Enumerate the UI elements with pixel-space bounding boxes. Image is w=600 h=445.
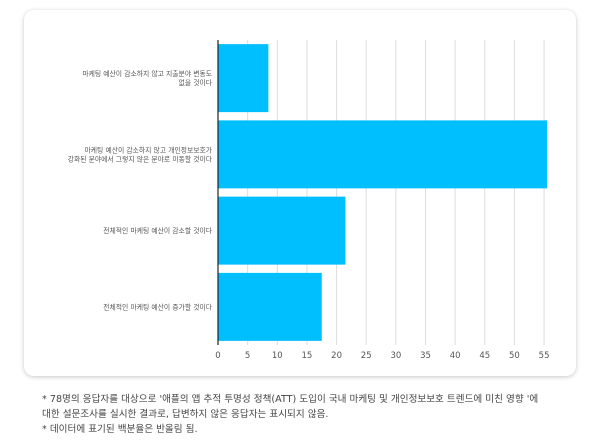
x-tick-label: 30 (390, 351, 401, 361)
x-tick-label: 45 (479, 351, 490, 361)
bar (218, 196, 346, 265)
x-tick-label: 0 (215, 351, 220, 361)
category-label: 강화된 분야에서 그렇지 않은 분야로 이동할 것이다 (68, 154, 213, 163)
x-tick-label: 25 (361, 351, 372, 361)
x-tick-label: 20 (331, 351, 342, 361)
bar (218, 272, 322, 341)
x-tick-label: 40 (450, 351, 461, 361)
category-label: 없을 것이다 (179, 78, 213, 87)
x-tick-label: 50 (509, 351, 520, 361)
category-label: 마케팅 예산이 감소하지 않고 개인정보보호가 (85, 145, 213, 154)
footnote-line: * 데이터에 표기된 백분율은 반올림 됨. (42, 424, 198, 435)
x-tick-label: 35 (420, 351, 431, 361)
x-tick-label: 10 (272, 351, 283, 361)
bar-chart: 0 5 10 15 20 25 30 35 40 45 50 55 마케팅 예산이 감소하지 않고 지출… (68, 40, 550, 361)
footnotes: * 78명의 응답자를 대상으로 '애플의 앱 추적 투명성 정책(ATT) 도… (42, 392, 582, 437)
category-label: 마케팅 예산이 감소하지 않고 지출분야 변동도 (82, 69, 212, 78)
x-tick-label: 5 (245, 351, 250, 361)
x-tick-label: 15 (302, 351, 313, 361)
bar (218, 120, 548, 189)
bar (218, 44, 269, 113)
x-tick-label: 55 (539, 351, 550, 361)
category-label: 전체적인 마케팅 예산이 감소할 것이다 (103, 226, 212, 235)
footnote-line: * 78명의 응답자를 대상으로 '애플의 앱 추적 투명성 정책(ATT) 도… (42, 394, 539, 405)
category-label: 전체적인 마케팅 예산이 증가할 것이다 (103, 302, 212, 311)
footnote-line: 대한 설문조사를 실시한 결과로, 답변하지 않은 응답자는 표시되지 않음. (42, 409, 329, 420)
